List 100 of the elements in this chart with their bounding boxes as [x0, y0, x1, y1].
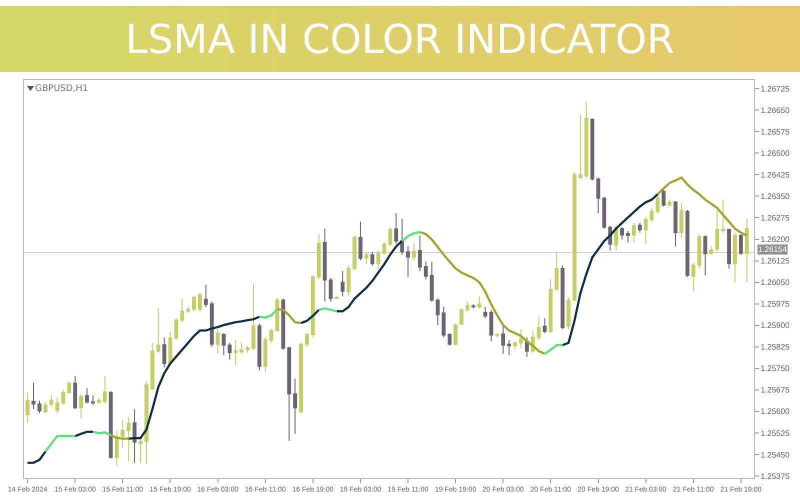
- y-tick-label: 1.26500: [760, 148, 790, 158]
- candlestick: [180, 298, 184, 323]
- candlestick: [466, 301, 470, 312]
- candlestick: [299, 342, 303, 414]
- candlestick: [26, 392, 30, 424]
- candlestick: [316, 234, 321, 280]
- candlestick: [305, 332, 309, 348]
- candlestick: [602, 196, 606, 230]
- candlestick: [430, 261, 434, 302]
- y-tick-label: 1.25375: [760, 472, 790, 481]
- candlestick: [436, 298, 440, 326]
- candlestick: [542, 318, 547, 334]
- y-tick-label: 1.26275: [760, 214, 790, 223]
- candlestick: [727, 228, 731, 270]
- candlestick: [32, 382, 36, 410]
- candlestick: [448, 332, 452, 346]
- candlestick: [477, 296, 482, 309]
- candlestick: [674, 200, 678, 247]
- candlestick: [524, 336, 529, 358]
- candlestick: [269, 328, 274, 344]
- candlestick: [412, 243, 416, 261]
- candlestick: [150, 342, 154, 390]
- candlestick: [287, 346, 292, 442]
- candlestick: [495, 332, 500, 338]
- candlestick: [376, 250, 380, 270]
- candlestick: [738, 234, 743, 256]
- candlestick: [536, 316, 541, 340]
- candlestick: [310, 274, 315, 338]
- candlestick: [418, 235, 422, 272]
- y-tick-label: 1.26350: [760, 192, 790, 202]
- candlestick: [352, 235, 356, 270]
- candlestick: [186, 306, 190, 313]
- candlestick: [626, 230, 630, 243]
- candlestick: [638, 222, 642, 234]
- candlestick: [590, 118, 594, 181]
- candlestick: [703, 235, 708, 276]
- candlestick: [394, 212, 398, 244]
- candlestick: [501, 326, 506, 354]
- y-tick-label: 1.25675: [760, 386, 790, 395]
- candlestick: [162, 336, 166, 368]
- candlestick: [334, 296, 339, 300]
- candlestick: [513, 340, 517, 350]
- candlestick: [67, 380, 72, 394]
- candlestick: [126, 416, 131, 462]
- candlestick: [442, 306, 446, 338]
- y-tick-label: 1.25600: [760, 407, 790, 416]
- candlestick: [406, 246, 410, 278]
- y-tick-label: 1.25900: [760, 321, 790, 330]
- y-tick-label: 1.25750: [760, 364, 790, 374]
- chart-title: LSMA IN COLOR INDICATOR: [125, 17, 675, 63]
- candlestick: [222, 332, 226, 356]
- candlestick: [120, 420, 125, 448]
- y-tick-label: 1.25825: [760, 342, 790, 352]
- candlestick: [55, 397, 60, 414]
- candlestick: [680, 203, 684, 239]
- y-tick-label: 1.26050: [760, 278, 790, 288]
- candlestick: [102, 375, 107, 404]
- candlestick: [322, 228, 327, 302]
- candlestick: [364, 251, 368, 265]
- candlestick: [554, 251, 559, 292]
- candlestick: [507, 339, 512, 356]
- candlestick: [650, 207, 654, 222]
- candlestick: [733, 232, 737, 283]
- candlestick: [656, 194, 660, 214]
- candlestick: [73, 375, 78, 410]
- candlestick: [460, 308, 464, 326]
- y-tick-label: 1.25975: [760, 300, 790, 309]
- candlestick: [691, 262, 696, 292]
- candlestick: [721, 199, 726, 234]
- candlestick: [174, 318, 178, 340]
- candlestick: [483, 306, 488, 319]
- candlestick: [108, 390, 113, 459]
- y-tick-label: 1.26200: [760, 235, 790, 244]
- y-tick-label: 1.26425: [760, 170, 790, 180]
- y-tick-label: 1.25525: [760, 428, 790, 438]
- candlestick: [156, 308, 160, 354]
- candlestick: [281, 298, 286, 350]
- candlestick: [548, 278, 553, 334]
- candlestick: [566, 297, 570, 330]
- candlestick: [519, 328, 523, 349]
- candlestick: [85, 388, 89, 404]
- candlestick: [144, 380, 148, 464]
- annotation: GBPUSD,H1: [35, 84, 88, 94]
- y-tick-label: 1.26725: [760, 84, 790, 94]
- candlestick: [346, 265, 351, 297]
- candlestick: [204, 284, 208, 308]
- candlestick: [43, 401, 48, 414]
- candlestick: [257, 323, 262, 371]
- candlestick: [560, 265, 565, 330]
- candlestick: [644, 216, 648, 244]
- ref-line-label: 1.26154: [758, 245, 788, 254]
- candlestick: [358, 221, 362, 261]
- candlestick: [596, 177, 600, 214]
- candlestick: [38, 400, 42, 414]
- candlestick: [240, 342, 244, 354]
- candlestick: [578, 114, 582, 180]
- candlestick: [79, 393, 84, 420]
- candlestick: [632, 222, 636, 243]
- candlestick: [685, 209, 690, 278]
- candlestick: [192, 296, 196, 312]
